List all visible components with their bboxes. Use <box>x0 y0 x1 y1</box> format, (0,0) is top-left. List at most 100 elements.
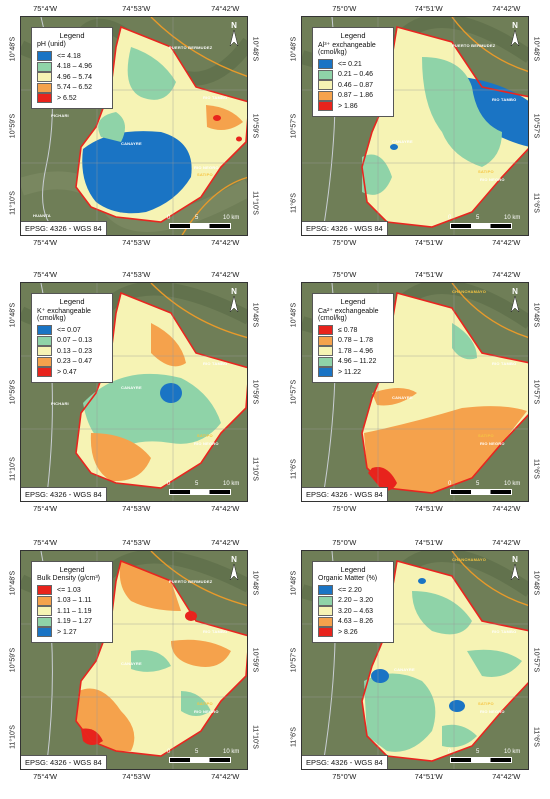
map-canvas <box>21 17 247 235</box>
place-label: SATIPO <box>478 169 494 174</box>
zone-class-2 <box>127 47 176 100</box>
scale-bar: 0 5 10 km <box>167 749 239 763</box>
zone-class-1 <box>368 467 397 491</box>
top-longitude-labels: 75°0'W 74°51'W 74°42'W <box>332 4 521 13</box>
lon-label: 75°4'W <box>33 4 58 13</box>
north-arrow-icon: N <box>506 555 524 583</box>
scale-bar: 0 5 10 km <box>167 215 239 229</box>
crs-label: EPSG: 4326 - WGS 84 <box>302 221 388 235</box>
place-label: RIO NEGRO <box>194 441 219 446</box>
lat-label: 10°48'S <box>251 36 259 62</box>
place-label: CANAYRE <box>392 395 413 400</box>
zone-class-1 <box>371 669 389 683</box>
north-arrow-icon: N <box>506 21 524 49</box>
place-label: CHANCHAMAYO <box>452 289 487 294</box>
place-label: PUERTO BERMUDEZ <box>169 45 213 50</box>
legend: Legend Bulk Density (g/cm³) <= 1.03 1.03… <box>31 561 113 643</box>
left-latitude-labels: 10°48'S 10°57'S 11°6'S <box>290 302 298 479</box>
scale-bar: 0 5 10 km <box>448 481 520 495</box>
crs-label: EPSG: 4326 - WGS 84 <box>302 487 388 501</box>
map-frame: PUERTO BERMUDEZ RIO TAMBO PICHARI CANAYR… <box>20 16 248 236</box>
left-latitude-labels: 10°48'S 10°59'S 11°10'S <box>9 302 17 481</box>
map-canvas <box>302 551 528 769</box>
legend: Legend Al³⁺ exchangeable (cmol/kg) <= 0.… <box>312 27 394 117</box>
map-frame: CHANCHAMAYO RIO TAMBO CANAYRE SATIPO RIO… <box>301 550 529 770</box>
place-label: SATIPO <box>197 701 213 706</box>
place-label: RIO TAMBO <box>492 361 517 366</box>
bottom-longitude-labels: 75°0'W 74°51'W 74°42'W <box>332 238 521 247</box>
right-latitude-labels: 10°48'S 10°57'S 11°6'S <box>532 36 540 213</box>
right-latitude-labels: 10°48'S 10°59'S 11°10'S <box>249 16 261 236</box>
place-label: CANAYRE <box>121 141 142 146</box>
map-panel-al: 75°0'W 74°51'W 74°42'W 10°48'S 10°57'S 1… <box>287 2 543 250</box>
legend-row: > 6.52 <box>37 93 107 104</box>
place-label: PICHARI <box>51 401 69 406</box>
zone-class-1 <box>82 131 192 214</box>
legend-title: Legend <box>59 31 85 40</box>
left-latitude-labels: 10°48'S 10°57'S 11°6'S <box>290 36 298 213</box>
lat-label: 11°10'S <box>9 191 17 215</box>
lat-label: 10°59'S <box>251 113 259 139</box>
left-latitude-labels: 10°48'S 10°59'S 11°10'S <box>9 570 17 749</box>
lon-label: 74°53'W <box>122 4 151 13</box>
north-arrow-icon: N <box>225 21 243 49</box>
top-longitude-labels: 75°4'W 74°53'W 74°42'W <box>20 4 248 16</box>
left-latitude-labels: 10°48'S 10°57'S 11°6'S <box>290 570 298 747</box>
legend-row: 4.96 – 5.74 <box>37 72 107 83</box>
zone-class-1 <box>160 383 182 403</box>
place-label: RIO NEGRO <box>194 709 219 714</box>
map-canvas <box>302 17 528 235</box>
zone-class-4 <box>206 105 243 131</box>
place-label: CANAYRE <box>121 385 142 390</box>
top-longitude-labels: 75°4'W 74°53'W 74°42'W <box>33 538 240 547</box>
legend: Legend pH (unid) <= 4.18 4.18 – 4.96 4.9… <box>31 27 113 109</box>
place-label: CANAYRE <box>394 667 415 672</box>
lat-label: 10°48'S <box>9 36 17 62</box>
right-latitude-labels: 10°48'S 10°59'S 11°10'S <box>251 302 259 481</box>
place-label: SATIPO <box>197 172 213 177</box>
place-label: RIO NEGRO <box>480 177 505 182</box>
place-label: RIO NEGRO <box>194 165 219 170</box>
place-label: CANAYRE <box>121 661 142 666</box>
north-arrow-icon: N <box>506 287 524 315</box>
map-panel-organic-matter: 75°0'W 74°51'W 74°42'W 10°48'S 10°57'S 1… <box>287 536 543 784</box>
map-frame: PUERTO BERMUDEZ RIO TAMBO CANAYRE SATIPO… <box>301 16 529 236</box>
scale-bar: 0 5 10 km <box>167 481 239 495</box>
scale-bar: 0 5 10 km <box>448 215 520 229</box>
top-longitude-labels: 75°0'W 74°51'W 74°42'W <box>332 270 521 279</box>
scale-bar: 0 5 10 km <box>448 749 520 763</box>
north-arrow-icon: N <box>225 287 243 315</box>
top-longitude-labels: 75°0'W 74°51'W 74°42'W <box>332 538 521 547</box>
place-label: HUANTA <box>33 213 51 218</box>
place-label: SATIPO <box>478 701 494 706</box>
legend: Legend K⁺ exchangeable (cmol/kg) <= 0.07… <box>31 293 113 383</box>
place-label: RIO TAMBO <box>203 629 228 634</box>
map-frame: PUERTO BERMUDEZ RIO TAMBO CANAYRE SATIPO… <box>20 550 248 770</box>
place-label: RIO NEGRO <box>480 441 505 446</box>
place-label: RIO TAMBO <box>203 95 228 100</box>
place-label: PUERTO BERMUDEZ <box>452 43 496 48</box>
map-panel-ca: 75°0'W 74°51'W 74°42'W 10°48'S 10°57'S 1… <box>287 268 543 516</box>
crs-label: EPSG: 4326 - WGS 84 <box>21 755 107 769</box>
legend-row: 5.74 – 6.52 <box>37 82 107 94</box>
place-label: PICHARI <box>51 113 69 118</box>
north-arrow-icon: N <box>225 555 243 583</box>
right-latitude-labels: 10°48'S 10°59'S 11°10'S <box>251 570 259 749</box>
map-frame: CHANCHAMAYO RIO TAMBO CANAYRE SATIPO RIO… <box>301 282 529 502</box>
legend: Legend Ca²⁺ exchangeable (cmol/kg) ≤ 0.7… <box>312 293 394 383</box>
legend-subtitle: pH (unid) <box>37 41 66 48</box>
map-panel-k: 75°4'W 74°53'W 74°42'W 10°48'S 10°59'S 1… <box>6 268 262 516</box>
place-label: SATIPO <box>478 433 494 438</box>
map-panel-bulk-density: 75°4'W 74°53'W 74°42'W 10°48'S 10°59'S 1… <box>6 536 262 784</box>
lat-label: 10°59'S <box>9 113 17 139</box>
zone-class-5 <box>213 115 221 121</box>
legend-row: 4.18 – 4.96 <box>37 61 107 73</box>
legend: Legend Organic Matter (%) <= 2.20 2.20 –… <box>312 561 394 643</box>
zone-class-1 <box>462 77 528 147</box>
place-label: RIO TAMBO <box>203 361 228 366</box>
right-latitude-labels: 10°48'S 10°57'S 11°6'S <box>532 302 540 479</box>
bottom-longitude-labels: 75°4'W 74°53'W 74°42'W <box>33 504 240 513</box>
map-frame: RIO TAMBO CANAYRE PICHARI SATIPO RIO NEG… <box>20 282 248 502</box>
map-panel-ph: 75°4'W 74°53'W 74°42'W 10°48'S 10°59'S 1… <box>6 2 262 250</box>
lat-label: 11°10'S <box>251 191 259 215</box>
